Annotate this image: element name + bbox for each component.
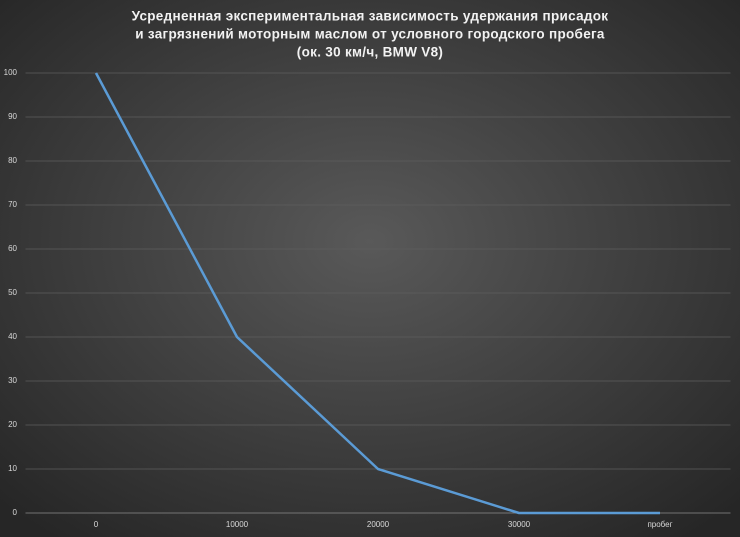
y-tick-label: 80 <box>8 156 17 165</box>
x-tick-label: пробег <box>647 520 672 529</box>
x-tick-label: 0 <box>94 520 99 529</box>
y-tick-label: 50 <box>8 288 17 297</box>
chart-title: Усредненная экспериментальная зависимост… <box>132 9 609 24</box>
chart-title: и загрязнений моторным маслом от условно… <box>135 27 605 42</box>
y-tick-label: 100 <box>4 68 18 77</box>
y-tick-label: 60 <box>8 244 17 253</box>
y-tick-label: 10 <box>8 464 17 473</box>
x-tick-label: 30000 <box>508 520 531 529</box>
y-tick-label: 30 <box>8 376 17 385</box>
y-tick-label: 70 <box>8 200 17 209</box>
y-tick-label: 0 <box>13 508 18 517</box>
y-tick-label: 40 <box>8 332 17 341</box>
y-tick-label: 90 <box>8 112 17 121</box>
chart-title: (ок. 30 км/ч, BMW V8) <box>297 45 443 60</box>
line <box>94 72 660 515</box>
x-tick-label: 20000 <box>367 520 390 529</box>
y-tick-label: 20 <box>8 420 17 429</box>
x-tick-label: 10000 <box>226 520 249 529</box>
